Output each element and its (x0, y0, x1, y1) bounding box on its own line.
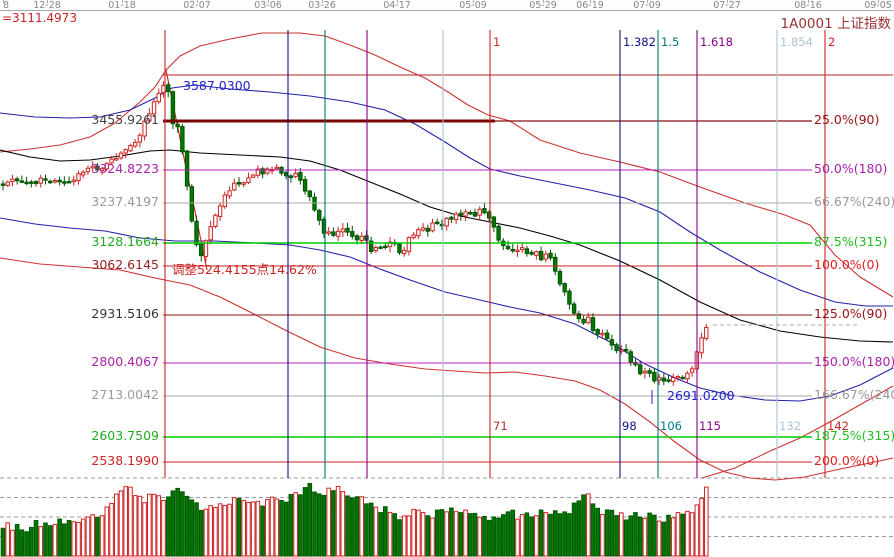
price-level-label: 2538.1990 (91, 453, 159, 468)
gann-ratio-label: 1 (493, 35, 501, 49)
gann-ratio-label: 1.382 (623, 35, 656, 49)
bar-count-label: 98 (622, 419, 637, 433)
ruler-date: 02-07 (183, 0, 211, 11)
price-level-label: 2931.5106 (91, 306, 159, 321)
dashed-annotations (651, 324, 858, 404)
fib-percent-label: 200.0%(0) (814, 453, 880, 468)
fib-percent-label: 166.67%(240) (814, 387, 894, 402)
bar-count-label: 71 (493, 419, 508, 433)
price-level-label: 2800.4067 (91, 354, 159, 369)
gann-ratio-label: 1.854 (780, 35, 813, 49)
ruler-date: 06-19 (576, 0, 604, 11)
ruler-date: 03-26 (308, 0, 336, 11)
fib-percent-label: 100.0%(0) (814, 257, 880, 272)
ruler-tick (47, 0, 48, 3)
ruler-tick (878, 0, 879, 3)
ruler-date: 04-17 (383, 0, 411, 11)
bar-count-label: 132 (779, 419, 801, 433)
price-level-label: 2713.0042 (91, 387, 159, 402)
ruler-tick (397, 0, 398, 3)
price-level-label: 3128.1664 (91, 234, 159, 249)
gann-ratio-label: 1.5 (661, 35, 680, 49)
ruler-date: 09-05 (864, 0, 892, 11)
ruler-tick (268, 0, 269, 3)
symbol-title: 1A0001 上证指数 (780, 16, 891, 32)
volume-bars (0, 482, 709, 557)
bar-count-label: 142 (827, 419, 849, 433)
ruler-tick (473, 0, 474, 3)
ruler-date: 05-09 (459, 0, 487, 11)
fib-percent-label: 150.0%(180) (814, 354, 894, 369)
fib-level-lines (163, 74, 893, 463)
gann-ratio-label: 2 (828, 35, 836, 49)
ruler-date: 12-28 (33, 0, 61, 11)
price-level-label: 3062.6145 (91, 257, 159, 272)
gann-ratio-label: 1.618 (700, 35, 733, 49)
fib-percent-label: 25.0%(90) (814, 112, 880, 127)
cycle-vertical-lines (164, 30, 826, 478)
chart-annotation: 2691.0200 (667, 388, 735, 403)
ruler-date: 01-18 (108, 0, 136, 11)
price-level-label: 2603.7509 (91, 428, 159, 443)
bar-count-label: 115 (699, 419, 721, 433)
fib-percent-label: 50.0%(180) (814, 161, 888, 176)
fib-percent-label: 87.5%(315) (814, 234, 888, 249)
ruler-tick (322, 0, 323, 3)
ruler-date: 05-29 (529, 0, 557, 11)
date-ruler (0, 0, 894, 11)
ruler-tick (3, 0, 4, 3)
ruler-date: 07-27 (713, 0, 741, 11)
ruler-tick (197, 0, 198, 3)
ruler-date: 03-06 (254, 0, 282, 11)
chart-annotation: 调整524.4155点14.62% (172, 262, 317, 277)
ruler-date: 08-16 (794, 0, 822, 11)
candlesticks (0, 81, 709, 386)
ruler-tick (122, 0, 123, 3)
fib-percent-label: 66.67%(240) (814, 194, 894, 209)
fib-percent-label: 187.5%(315) (814, 428, 894, 443)
ruler-tick (543, 0, 544, 3)
bar-count-label: 106 (660, 419, 682, 433)
chart-annotation: 3587.0300 (183, 78, 251, 93)
price-level-label: 3455.9261 (91, 112, 159, 127)
ruler-date: 8 (3, 0, 10, 11)
ruler-tick (647, 0, 648, 3)
ruler-tick (808, 0, 809, 3)
cursor-price-value: =3111.4973 (2, 11, 77, 25)
ruler-tick (590, 0, 591, 3)
fib-percent-label: 125.0%(90) (814, 306, 888, 321)
ruler-date: 07-09 (633, 0, 661, 11)
price-level-label: 3324.8223 (91, 161, 159, 176)
price-level-label: 3237.4197 (91, 194, 159, 209)
ruler-tick (727, 0, 728, 3)
